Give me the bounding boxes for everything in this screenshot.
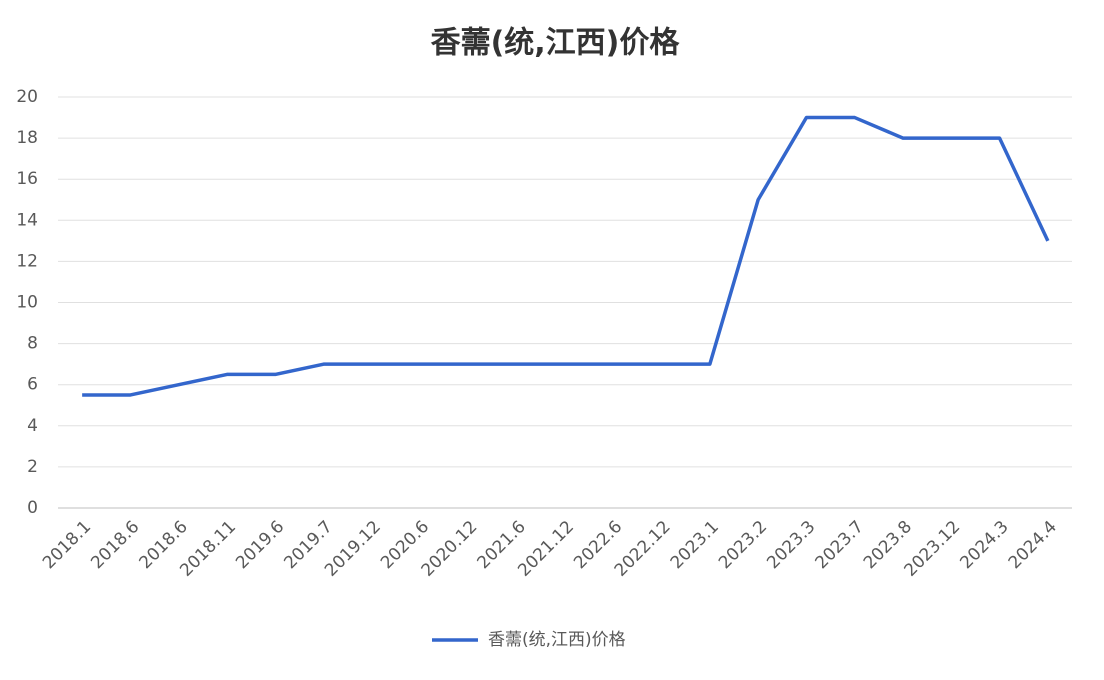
x-tick-label: 2018.1 [39,517,95,573]
y-tick-label: 16 [16,169,38,189]
series-line [82,115,1050,397]
y-tick-label: 20 [16,87,38,107]
y-tick-label: 14 [16,210,38,230]
x-tick-label: 2023.1 [667,517,723,573]
x-tick-label: 2019.6 [232,517,288,573]
y-tick-label: 0 [27,498,38,518]
x-tick-label: 2023.3 [763,517,819,573]
y-tick-label: 8 [27,334,38,354]
chart-title: 香薷(统,江西)价格 [431,26,681,61]
y-tick-label: 10 [16,293,38,313]
y-tick-label: 6 [27,375,38,395]
y-tick-label: 2 [27,457,38,477]
y-tick-label: 12 [16,251,38,271]
x-tick-label: 2023.2 [715,517,771,573]
x-tick-label: 2024.3 [956,517,1012,573]
legend-label: 香薷(统,江西)价格 [488,630,626,650]
y-tick-label: 4 [27,416,38,436]
x-tick-label: 2018.6 [87,517,143,573]
y-tick-label: 18 [16,128,38,148]
x-tick-label: 2024.4 [1005,517,1061,573]
x-tick-label: 2023.7 [812,517,868,573]
